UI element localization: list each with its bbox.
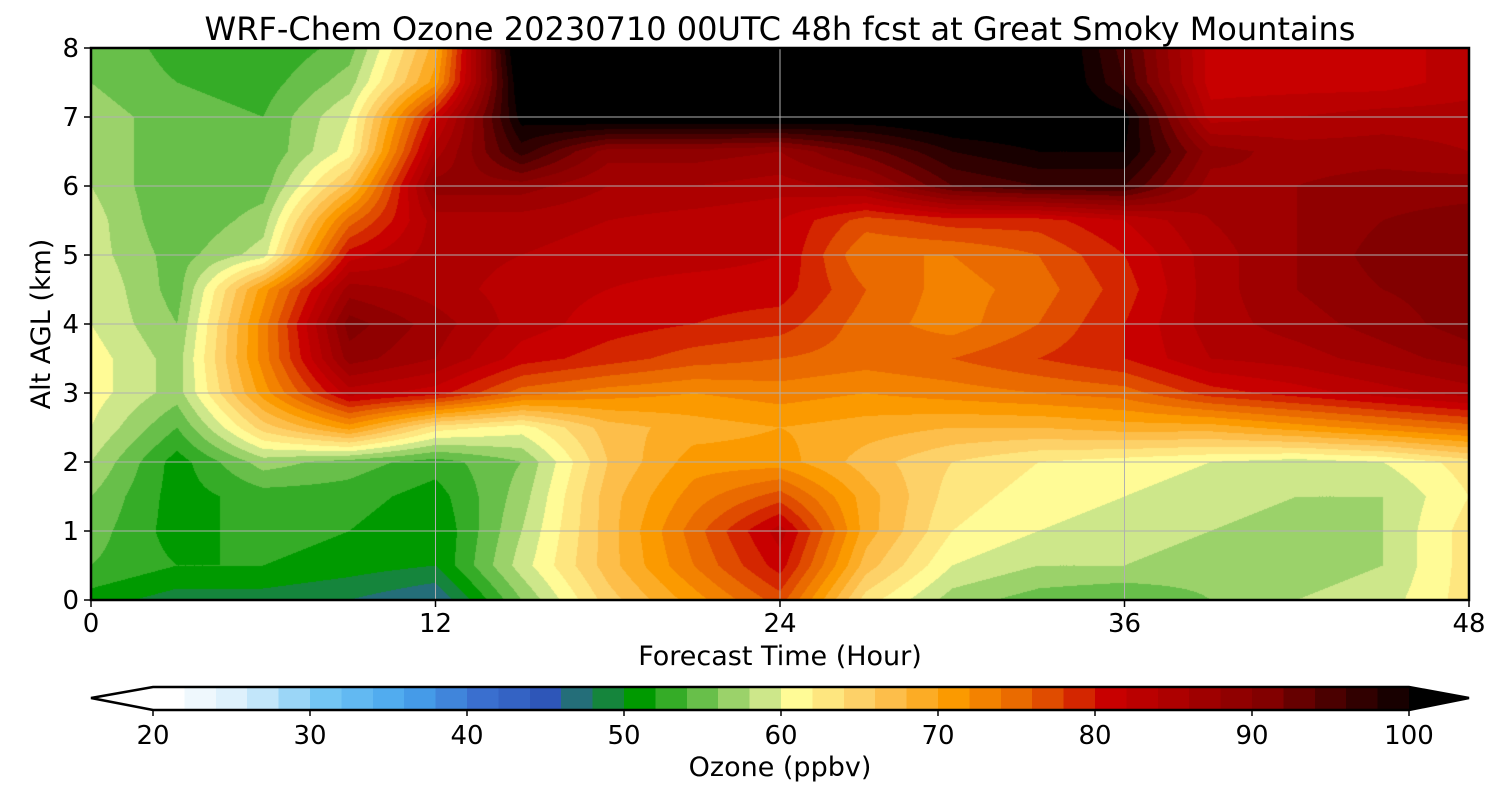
y-tick-label: 0: [62, 586, 79, 616]
colorbar-tick-label: 60: [764, 721, 797, 751]
plot-area: [89, 46, 1471, 602]
colorbar-tick-label: 100: [1384, 721, 1434, 751]
y-tick-label: 3: [62, 379, 79, 409]
colorbar-tick-label: 80: [1078, 721, 1111, 751]
y-tick-label: 5: [62, 241, 79, 271]
y-tick-label: 1: [62, 517, 79, 547]
chart-title: WRF-Chem Ozone 20230710 00UTC 48h fcst a…: [205, 10, 1356, 48]
colorbar-tick-label: 50: [607, 721, 640, 751]
x-tick-label: 48: [1452, 609, 1485, 639]
x-tick-label: 0: [83, 609, 100, 639]
colorbar-tick-label: 20: [136, 721, 169, 751]
grid-lines: [91, 48, 1469, 600]
colorbar-tick-label: 30: [293, 721, 326, 751]
y-tick-label: 8: [62, 34, 79, 64]
x-tick-label: 24: [763, 609, 796, 639]
colorbar-tick-label: 70: [921, 721, 954, 751]
y-tick-label: 6: [62, 172, 79, 202]
x-tick-label: 36: [1108, 609, 1141, 639]
y-tick-label: 7: [62, 103, 79, 133]
x-axis-ticks: 0 12 24 36 48: [83, 600, 1486, 639]
colorbar-ticks: 20 30 40 50 60 70 80 90 100: [136, 710, 1434, 751]
colorbar-gradient: [153, 687, 1409, 710]
y-tick-label: 4: [62, 310, 79, 340]
colorbar-over-extension: [1409, 687, 1469, 710]
x-tick-label: 12: [419, 609, 452, 639]
y-axis-ticks: 0 1 2 3 4 5 6 7 8: [62, 34, 91, 616]
colorbar: 20 30 40 50 60 70 80 90 100 Ozone (ppbv): [90, 685, 1470, 783]
y-tick-label: 2: [62, 448, 79, 478]
x-axis-label: Forecast Time (Hour): [638, 641, 922, 672]
colorbar-under-extension: [91, 687, 153, 710]
colorbar-tick-label: 90: [1235, 721, 1268, 751]
y-axis-label: Alt AGL (km): [26, 239, 57, 410]
colorbar-label: Ozone (ppbv): [689, 752, 872, 783]
colorbar-tick-label: 40: [450, 721, 483, 751]
